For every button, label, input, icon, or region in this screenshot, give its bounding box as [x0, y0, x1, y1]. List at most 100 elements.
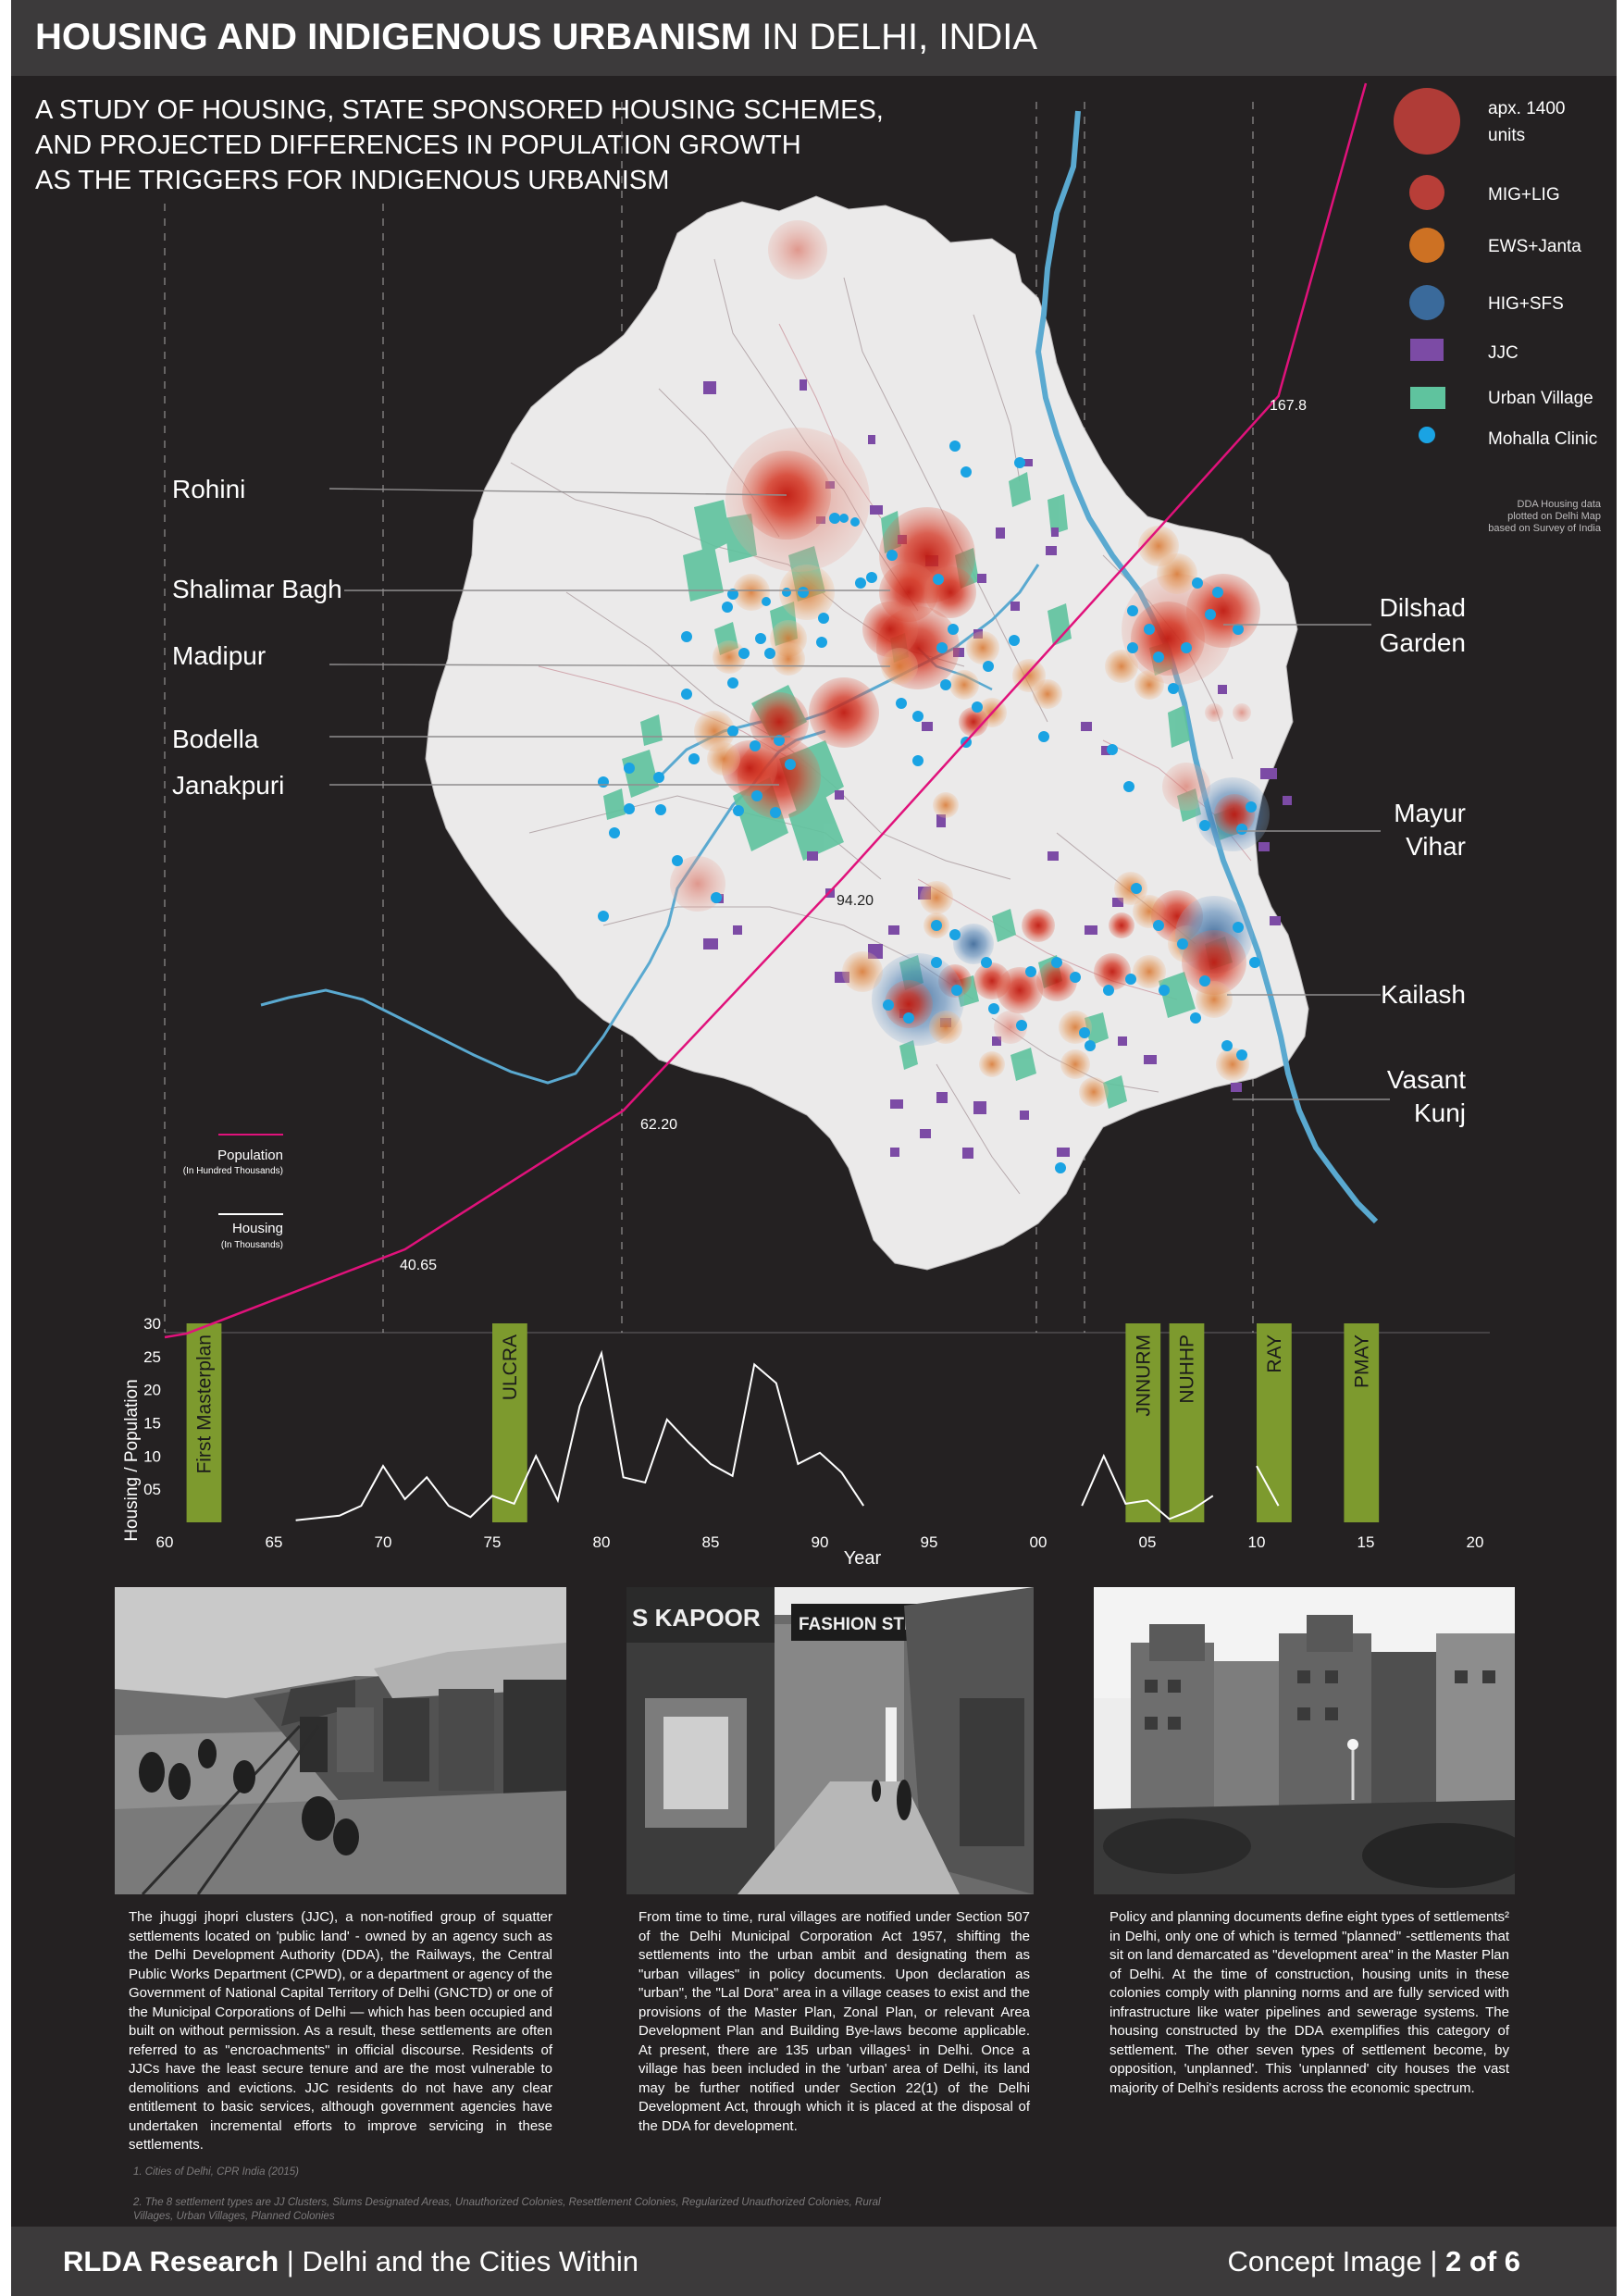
subtitle-line: AS THE TRIGGERS FOR INDIGENOUS URBANISM	[35, 166, 670, 195]
housing-circles	[670, 220, 1270, 1107]
photo-dda-housing	[1094, 1587, 1515, 1894]
x-tick-label: 65	[266, 1533, 283, 1551]
policy-label: RAY	[1264, 1334, 1285, 1373]
y-tick-label: 30	[143, 1315, 161, 1333]
photo-jjc-settlement	[115, 1587, 566, 1894]
housing-line	[1081, 1453, 1214, 1520]
y-tick-label: 10	[143, 1447, 161, 1465]
x-axis-label: Year	[844, 1548, 882, 1569]
population-legend-unit: (In Hundred Thousands)	[183, 1166, 283, 1176]
policy-bar	[1169, 1323, 1205, 1522]
policy-bar	[1344, 1323, 1380, 1522]
legend-item-label: Mohalla Clinic	[1488, 429, 1597, 449]
y-tick-label: 15	[143, 1415, 161, 1433]
footer-right: Concept Image | 2 of 6	[1228, 2245, 1521, 2278]
legend-source: plotted on Delhi Map	[1507, 511, 1601, 522]
footnote: 1. Cities of Delhi, CPR India (2015)	[133, 2166, 299, 2178]
label-shalimar-bagh: Shalimar Bagh	[172, 575, 342, 603]
label-leaders	[329, 488, 1390, 1100]
legend-item-label: Urban Village	[1488, 389, 1593, 408]
photo-urban-village-street: S KAPOOR FASHION STREET	[626, 1587, 1034, 1894]
label-madipur: Madipur	[172, 641, 266, 670]
label-bodella: Bodella	[172, 725, 259, 753]
poster: HOUSING AND INDIGENOUS URBANISM IN DELHI…	[11, 0, 1617, 2296]
policy-bars: First Masterplan ULCRA JNNURM NUHHP RAY PMAY	[186, 1323, 1380, 1522]
footer-project: | Delhi and the Cities Within	[286, 2245, 639, 2277]
legend-jjc-square-icon	[1410, 339, 1444, 361]
legend-source: DDA Housing data	[1518, 499, 1602, 510]
label-garden: Garden	[1380, 628, 1466, 657]
legend-source: based on Survey of India	[1488, 523, 1602, 534]
footer-org: RLDA Research	[63, 2245, 279, 2277]
x-tick-label: 20	[1467, 1533, 1484, 1551]
footnote: 2. The 8 settlement types are JJ Cluster…	[133, 2197, 881, 2222]
population-legend-label: Population	[217, 1148, 283, 1163]
caption-planned: Policy and planning documents define eig…	[1110, 1909, 1509, 2096]
y-tick-label: 25	[143, 1348, 161, 1366]
y-tick-label: 05	[143, 1481, 161, 1498]
policy-bar	[1125, 1323, 1161, 1522]
subtitle: A STUDY OF HOUSING, STATE SPONSORED HOUS…	[35, 93, 942, 198]
population-label: 94.20	[837, 893, 874, 909]
y-tick-label: 20	[143, 1382, 161, 1399]
x-tick-label: 90	[812, 1533, 829, 1551]
legend-mohalla-clinic-dot-icon	[1419, 427, 1435, 443]
legend-item-label: EWS+Janta	[1488, 237, 1581, 256]
legend-mig-lig-circle-icon	[1409, 175, 1444, 210]
y-axis-label: Housing / Population	[122, 1379, 142, 1541]
x-tick-label: 00	[1030, 1533, 1048, 1551]
page-title: HOUSING AND INDIGENOUS URBANISM IN DELHI…	[35, 17, 1037, 58]
x-tick-label: 70	[375, 1533, 392, 1551]
x-tick-label: 15	[1357, 1533, 1375, 1551]
population-series	[164, 82, 1368, 1339]
policy-bar	[1257, 1323, 1292, 1522]
policy-label: JNNURM	[1133, 1334, 1154, 1417]
map-and-chart: Rohini Shalimar Bagh Madipur Bodella Jan…	[122, 82, 1602, 1569]
line-legend: Population (In Hundred Thousands) Housin…	[183, 1134, 283, 1250]
x-tick-label: 80	[593, 1533, 611, 1551]
population-line	[164, 82, 1368, 1339]
policy-label: ULCRA	[500, 1334, 521, 1400]
legend-scale-label: units	[1488, 126, 1525, 145]
title-bold: HOUSING AND INDIGENOUS URBANISM	[35, 17, 752, 57]
legend-urban-village-square-icon	[1410, 387, 1445, 409]
footnotes: 1. Cities of Delhi, CPR India (2015) 2. …	[133, 2166, 911, 2224]
x-tick-label: 75	[484, 1533, 502, 1551]
footer-page-count: 2 of 6	[1445, 2245, 1520, 2277]
caption-jjc: The jhuggi jhopri clusters (JJC), a non-…	[129, 1909, 552, 2153]
label-kailash: Kailash	[1381, 980, 1466, 1009]
label-vasant: Vasant	[1387, 1065, 1466, 1094]
x-ticks: 60 65 70 75 80 85 90 95 00 05 10 15 20	[156, 1533, 1484, 1551]
x-tick-label: 95	[921, 1533, 938, 1551]
housing-series	[295, 1349, 1280, 1521]
legend: apx. 1400 units MIG+LIG EWS+Janta HIG+SF…	[1394, 88, 1602, 534]
housing-legend-label: Housing	[232, 1221, 283, 1236]
footer-label: Concept Image |	[1227, 2245, 1438, 2277]
footer-left: RLDA Research | Delhi and the Cities Wit…	[63, 2245, 638, 2278]
x-tick-label: 05	[1139, 1533, 1157, 1551]
legend-item-label: MIG+LIG	[1488, 185, 1560, 205]
label-dilshad: Dilshad	[1380, 593, 1466, 622]
label-rohini: Rohini	[172, 475, 245, 503]
x-tick-label: 85	[702, 1533, 720, 1551]
population-label: 167.8	[1270, 398, 1307, 414]
label-mayur: Mayur	[1394, 799, 1466, 827]
header-bar: HOUSING AND INDIGENOUS URBANISM IN DELHI…	[11, 0, 1617, 76]
housing-line	[295, 1349, 865, 1521]
population-label: 40.65	[400, 1258, 437, 1273]
label-kunj: Kunj	[1414, 1098, 1466, 1127]
mohalla-clinics	[598, 441, 1260, 1173]
footer-bar: RLDA Research | Delhi and the Cities Wit…	[11, 2227, 1617, 2296]
legend-item-label: HIG+SFS	[1488, 294, 1564, 314]
label-janakpuri: Janakpuri	[172, 771, 284, 800]
housing-line	[1256, 1465, 1280, 1507]
policy-label: PMAY	[1351, 1334, 1372, 1388]
x-tick-label: 10	[1248, 1533, 1266, 1551]
legend-scale-circle-icon	[1394, 88, 1460, 155]
legend-ews-janta-circle-icon	[1409, 228, 1444, 263]
x-tick-label: 60	[156, 1533, 174, 1551]
label-vihar: Vihar	[1406, 832, 1466, 861]
legend-hig-sfs-circle-icon	[1409, 285, 1444, 320]
title-regular: IN DELHI, INDIA	[762, 17, 1038, 57]
caption-urban-village: From time to time, rural villages are no…	[638, 1909, 1030, 2134]
